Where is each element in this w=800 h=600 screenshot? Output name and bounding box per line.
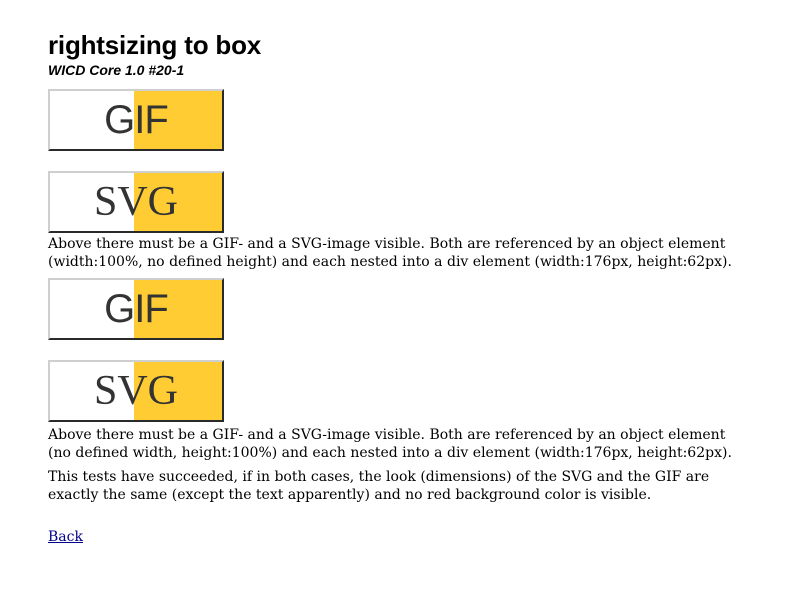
image-label: SVG: [93, 368, 179, 414]
success-criteria-paragraph: This tests have succeeded, if in both ca…: [48, 469, 710, 503]
back-link[interactable]: Back: [48, 529, 83, 545]
svg-image-width-100: SVG: [48, 171, 224, 233]
image-label: SVG: [93, 179, 179, 225]
description-paragraph-width: Above there must be a GIF- and a SVG-ima…: [48, 236, 732, 270]
description-paragraph-height: Above there must be a GIF- and a SVG-ima…: [48, 427, 732, 461]
image-white-half: [50, 173, 134, 231]
page-title: rightsizing to box: [48, 30, 262, 60]
image-yellow-half: [134, 173, 222, 231]
image-label: GIF: [104, 97, 169, 142]
image-white-half: [50, 280, 134, 338]
gif-image-height-100: GIF: [48, 278, 224, 340]
image-yellow-half: [134, 91, 222, 149]
image-label: GIF: [104, 286, 169, 331]
gif-image-width-100: GIF: [48, 89, 224, 151]
image-yellow-half: [134, 280, 222, 338]
image-white-half: [50, 91, 134, 149]
svg-image-height-100: SVG: [48, 360, 224, 422]
image-yellow-half: [134, 362, 222, 420]
image-white-half: [50, 362, 134, 420]
page-content: rightsizing to box WICD Core 1.0 #20-1 G…: [48, 30, 748, 546]
page-subtitle: WICD Core 1.0 #20-1: [48, 62, 185, 78]
